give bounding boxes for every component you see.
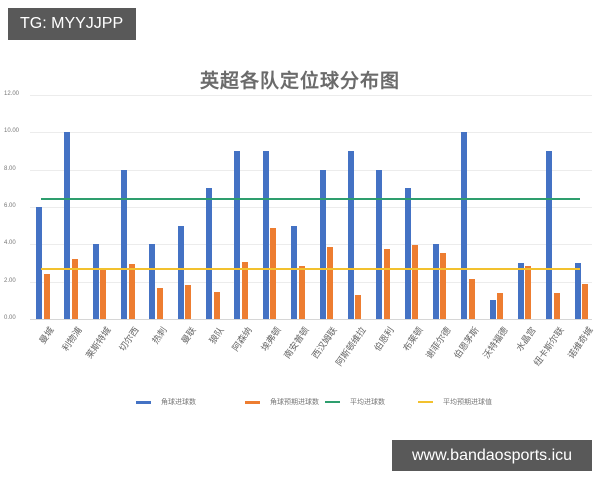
y-tick-label: 2.00 [4, 277, 16, 284]
chart-title: 英超各队定位球分布图 [199, 70, 400, 92]
x-tick-label: 沃特福德 [481, 325, 511, 361]
legend-swatch-icon [136, 400, 151, 404]
legend-item-corner-goals: 角球进球数 [136, 397, 196, 407]
x-tick-label: 布莱顿 [401, 325, 426, 354]
watermark-site: www.bandaosports.icu [392, 440, 592, 471]
bar-corner-goals [404, 188, 411, 319]
bar-corner-xg [100, 270, 107, 319]
bar-corner-goals [262, 151, 269, 319]
bar-corner-xg [553, 292, 560, 319]
x-tick-label: 阿森纳 [231, 325, 256, 354]
bar-corner-goals [347, 151, 354, 319]
x-tick-label: 水晶宫 [514, 325, 539, 354]
y-tick-label: 0.00 [4, 315, 16, 321]
x-tick-label: 伯恩利 [373, 325, 397, 354]
x-tick-label: 谢菲尔德 [424, 325, 454, 361]
gridline [30, 169, 592, 171]
legend-swatch-icon [325, 401, 340, 403]
x-tick-label: 莱斯特城 [84, 325, 114, 361]
bar-corner-goals [489, 300, 496, 319]
y-tick-label: 10.00 [4, 128, 20, 135]
bar-corner-xg [497, 292, 504, 319]
x-tick-label: 曼联 [179, 325, 199, 347]
x-tick-label: 埃弗顿 [259, 325, 284, 354]
x-tick-label: 热刺 [151, 325, 171, 347]
legend-item-corner-xg: 角球预期进球数 [245, 397, 319, 407]
bar-corner-goals [92, 244, 99, 319]
bar-corner-goals [206, 188, 213, 319]
bar-corner-xg [327, 247, 333, 319]
avg-goals-line [41, 197, 580, 200]
bar-corner-xg [241, 262, 248, 319]
legend-label: 角球进球数 [161, 398, 196, 406]
bar-corner-goals [461, 132, 468, 319]
x-tick-label: 诺维奇城 [566, 325, 596, 361]
legend-label: 平均进球数 [350, 398, 385, 406]
gridline [30, 281, 592, 283]
bar-corner-goals [36, 207, 42, 319]
bar-corner-goals [177, 225, 184, 319]
bar-corner-xg [468, 278, 475, 319]
legend-item-avg-goals: 平均进球数 [325, 397, 385, 407]
y-tick-label: 4.00 [4, 240, 16, 247]
legend-item-avg-xg: 平均预期进球值 [418, 397, 492, 407]
x-tick-label: 南安普顿 [282, 325, 312, 361]
bar-corner-xg [71, 259, 78, 319]
bar-corner-xg [185, 285, 192, 319]
bar-corner-xg [128, 263, 135, 319]
bar-corner-xg [43, 274, 50, 319]
gridline [30, 95, 592, 96]
x-tick-label: 切尔西 [118, 325, 142, 354]
x-axis-line [30, 319, 592, 320]
bar-corner-goals [64, 132, 71, 319]
bar-corner-goals [546, 151, 553, 319]
legend-label: 角球预期进球数 [270, 398, 319, 406]
bar-corner-goals [319, 169, 326, 319]
bar-corner-goals [291, 225, 298, 319]
bar-corner-xg [298, 265, 305, 319]
y-tick-label: 12.00 [4, 91, 20, 97]
legend-swatch-icon [245, 400, 260, 404]
gridline [30, 207, 592, 208]
bar-corner-xg [525, 265, 532, 319]
bar-corner-xg [383, 249, 390, 319]
legend-label: 平均预期进球值 [443, 398, 492, 406]
avg-xg-line [41, 267, 580, 270]
gridline [30, 132, 592, 134]
bar-corner-xg [440, 252, 447, 319]
x-tick-label: 狼队 [208, 325, 227, 347]
bar-corner-xg [213, 291, 220, 319]
legend-swatch-icon [418, 401, 433, 403]
bar-corner-goals [121, 169, 128, 319]
y-tick-label: 6.00 [4, 203, 16, 209]
bar-corner-goals [149, 244, 156, 319]
bar-corner-xg [582, 284, 589, 319]
bar-corner-goals [517, 263, 524, 319]
watermark-tg: TG: MYYJJPP [8, 8, 136, 40]
x-tick-label: 利物浦 [61, 325, 86, 354]
x-tick-label: 曼城 [38, 325, 57, 347]
bar-corner-goals [234, 151, 241, 319]
y-tick-label: 8.00 [4, 165, 16, 172]
bar-corner-xg [156, 288, 163, 319]
bar-corner-xg [355, 294, 362, 319]
bar-corner-xg [270, 227, 277, 319]
bar-corner-goals [376, 169, 383, 319]
bar-corner-goals [574, 263, 581, 319]
bar-corner-xg [412, 245, 419, 319]
gridline [30, 244, 592, 246]
x-tick-label: 伯恩茅斯 [453, 325, 482, 361]
bar-corner-goals [432, 244, 439, 319]
